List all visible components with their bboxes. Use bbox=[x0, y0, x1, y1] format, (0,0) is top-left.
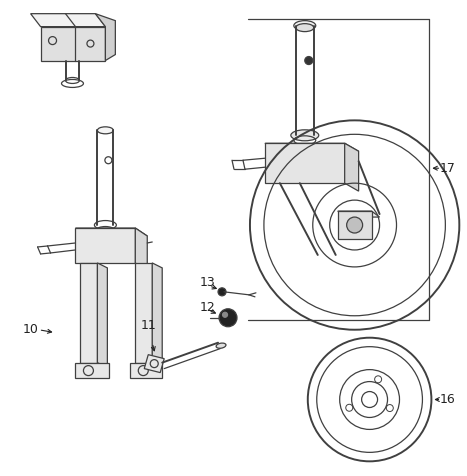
Ellipse shape bbox=[294, 20, 316, 30]
Polygon shape bbox=[152, 263, 162, 367]
Ellipse shape bbox=[98, 127, 113, 134]
Polygon shape bbox=[95, 14, 115, 60]
Circle shape bbox=[305, 57, 313, 65]
Polygon shape bbox=[98, 263, 107, 367]
Text: 11: 11 bbox=[141, 319, 156, 332]
Polygon shape bbox=[31, 14, 106, 27]
Circle shape bbox=[223, 312, 227, 317]
Polygon shape bbox=[345, 143, 359, 191]
Polygon shape bbox=[135, 228, 147, 271]
Polygon shape bbox=[76, 228, 147, 236]
Text: 16: 16 bbox=[439, 393, 455, 406]
Polygon shape bbox=[130, 363, 162, 377]
Polygon shape bbox=[135, 263, 152, 363]
Text: 13: 13 bbox=[200, 277, 216, 289]
Polygon shape bbox=[76, 228, 135, 263]
Ellipse shape bbox=[291, 130, 319, 141]
Polygon shape bbox=[76, 363, 109, 377]
Polygon shape bbox=[80, 263, 98, 363]
Ellipse shape bbox=[216, 343, 226, 348]
Polygon shape bbox=[265, 143, 345, 183]
Circle shape bbox=[218, 288, 226, 296]
Circle shape bbox=[219, 309, 237, 327]
Polygon shape bbox=[338, 211, 372, 239]
Circle shape bbox=[347, 217, 362, 233]
Text: 10: 10 bbox=[22, 323, 38, 336]
Polygon shape bbox=[338, 211, 380, 217]
Text: 12: 12 bbox=[200, 301, 216, 314]
Text: 17: 17 bbox=[439, 162, 455, 175]
Ellipse shape bbox=[296, 24, 314, 31]
Polygon shape bbox=[41, 27, 106, 60]
Polygon shape bbox=[144, 355, 164, 373]
Ellipse shape bbox=[96, 227, 114, 234]
Polygon shape bbox=[265, 143, 359, 151]
